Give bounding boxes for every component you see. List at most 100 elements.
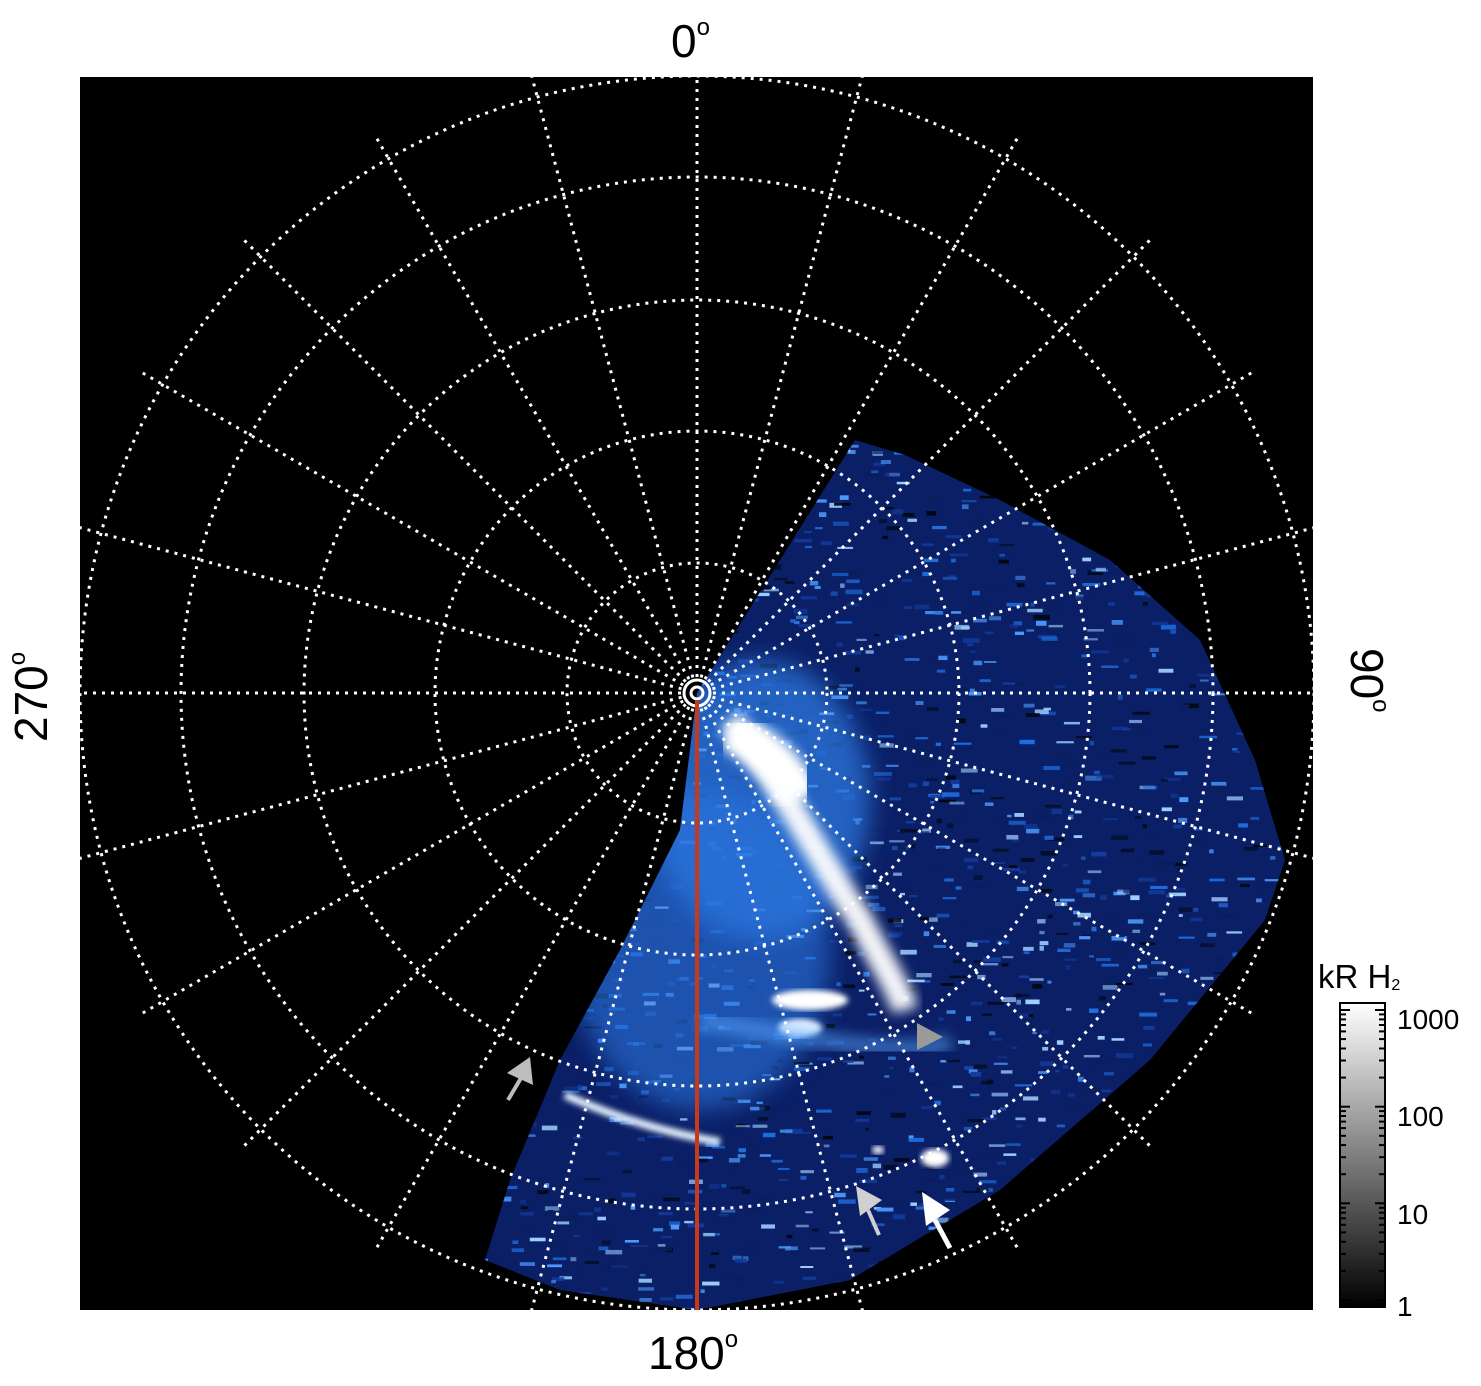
- noise-speck: [972, 786, 986, 790]
- noise-speck: [877, 777, 891, 781]
- noise-speck: [728, 1158, 741, 1163]
- noise-speck: [855, 1119, 870, 1122]
- noise-speck: [1132, 929, 1141, 933]
- noise-speck: [1006, 602, 1023, 607]
- noise-speck: [834, 502, 851, 506]
- noise-speck: [760, 585, 771, 590]
- noise-speck: [961, 504, 969, 510]
- noise-speck: [1011, 1046, 1017, 1049]
- noise-speck: [1042, 1047, 1049, 1051]
- noise-speck: [1117, 935, 1125, 938]
- noise-speck: [755, 1196, 773, 1201]
- noise-speck: [936, 913, 950, 918]
- noise-speck: [927, 497, 939, 502]
- noise-speck: [950, 779, 960, 785]
- noise-speck: [1059, 1313, 1075, 1317]
- noise-speck: [987, 1001, 1005, 1005]
- noise-speck: [984, 802, 994, 806]
- noise-speck: [926, 778, 938, 781]
- noise-speck: [824, 685, 841, 690]
- noise-speck: [872, 1163, 882, 1169]
- noise-speck: [519, 1262, 535, 1266]
- noise-speck: [596, 1082, 611, 1086]
- noise-speck: [1094, 770, 1100, 775]
- noise-speck: [964, 838, 979, 843]
- noise-speck: [868, 902, 880, 907]
- angle-label-90: 90o: [1341, 648, 1394, 713]
- noise-speck: [836, 642, 843, 647]
- noise-speck: [960, 768, 978, 773]
- noise-speck: [815, 527, 823, 530]
- noise-speck: [1141, 756, 1156, 760]
- noise-speck: [1127, 919, 1144, 924]
- lower-auroral-arc: [563, 1091, 721, 1146]
- noise-speck: [735, 1277, 744, 1282]
- noise-speck: [745, 1327, 759, 1330]
- noise-speck: [794, 538, 812, 543]
- noise-speck: [817, 1057, 832, 1061]
- noise-speck: [559, 1276, 572, 1280]
- noise-speck: [988, 589, 1007, 592]
- noise-speck: [1117, 694, 1123, 700]
- noise-speck: [938, 851, 946, 854]
- noise-speck: [942, 576, 958, 580]
- grid-circle-3: [302, 298, 1092, 1088]
- noise-speck: [1173, 888, 1186, 891]
- noise-speck: [750, 1106, 765, 1111]
- noise-speck: [805, 1211, 813, 1214]
- noise-speck: [863, 735, 872, 741]
- noise-speck: [933, 944, 946, 948]
- noise-speck: [872, 906, 886, 912]
- noise-speck: [863, 1157, 878, 1161]
- noise-speck: [938, 655, 948, 661]
- noise-speck: [1110, 835, 1129, 840]
- noise-speck: [1047, 980, 1052, 984]
- noise-speck: [1161, 807, 1172, 812]
- noise-speck: [967, 1324, 980, 1328]
- noise-speck: [594, 1207, 601, 1213]
- noise-speck: [1101, 1089, 1111, 1093]
- noise-speck: [1178, 936, 1195, 939]
- noise-speck: [1089, 740, 1094, 746]
- noise-speck: [1009, 624, 1019, 628]
- noise-speck: [893, 872, 902, 876]
- noise-speck: [982, 1013, 992, 1016]
- noise-speck: [1226, 796, 1243, 801]
- noise-speck: [521, 1206, 529, 1210]
- noise-speck: [1077, 1076, 1084, 1082]
- noise-speck: [1178, 907, 1194, 912]
- noise-speck: [853, 1247, 870, 1252]
- noise-speck: [1159, 992, 1166, 996]
- noise-speck: [846, 485, 862, 489]
- noise-speck: [1132, 726, 1146, 731]
- noise-speck: [638, 1278, 652, 1283]
- noise-speck: [933, 1309, 940, 1310]
- noise-speck: [537, 1190, 549, 1195]
- noise-speck: [1164, 745, 1179, 749]
- noise-speck: [1014, 1084, 1033, 1087]
- noise-speck: [1056, 932, 1069, 935]
- noise-speck: [1007, 814, 1012, 818]
- noise-speck: [823, 1144, 830, 1148]
- noise-speck: [1029, 978, 1044, 981]
- noise-speck: [875, 711, 890, 714]
- noise-speck: [623, 1170, 632, 1174]
- noise-speck: [541, 1125, 558, 1131]
- noise-speck: [838, 1199, 856, 1204]
- noise-speck: [956, 718, 966, 724]
- noise-speck: [1232, 952, 1238, 957]
- noise-speck: [784, 598, 796, 603]
- noise-speck: [1049, 847, 1055, 851]
- noise-speck: [574, 1234, 580, 1237]
- noise-speck: [839, 495, 849, 500]
- noise-speck: [630, 1320, 640, 1324]
- noise-speck: [915, 701, 924, 705]
- noise-speck: [1063, 721, 1080, 725]
- noise-speck: [721, 1209, 736, 1213]
- noise-speck: [872, 449, 888, 455]
- noise-speck: [966, 942, 978, 947]
- noise-speck: [1051, 809, 1062, 814]
- noise-speck: [984, 631, 994, 635]
- noise-speck: [865, 1128, 870, 1131]
- noise-speck: [1116, 637, 1131, 643]
